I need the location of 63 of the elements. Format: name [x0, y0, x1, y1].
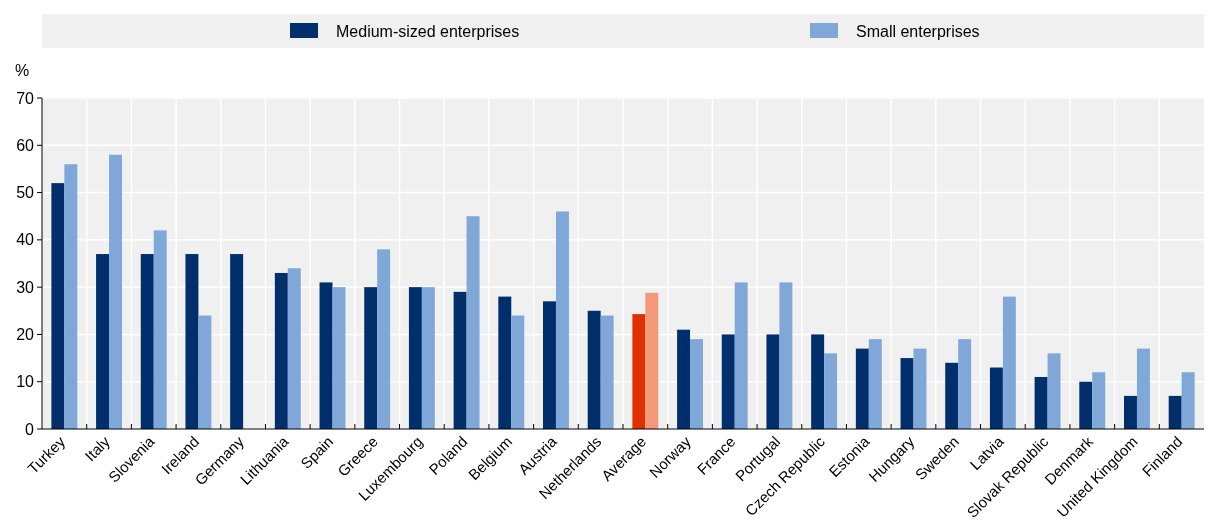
- y-tick-label: 0: [25, 420, 35, 438]
- bar: [1002, 296, 1016, 429]
- x-tick-label: Italy: [81, 432, 114, 465]
- bar: [1092, 372, 1106, 429]
- legend-label: Small enterprises: [856, 23, 980, 40]
- bar: [96, 254, 110, 429]
- bar: [1124, 395, 1137, 429]
- bar: [1136, 348, 1150, 429]
- bar: [511, 315, 525, 429]
- bar: [230, 254, 244, 429]
- bar: [1168, 395, 1182, 429]
- bar: [900, 358, 914, 429]
- y-axis-title: %: [14, 62, 30, 79]
- bar: [377, 249, 391, 429]
- bar: [64, 164, 78, 429]
- bar: [274, 272, 288, 429]
- bar: [721, 334, 735, 429]
- y-tick-label: 10: [16, 373, 35, 391]
- bar: [1181, 372, 1195, 429]
- legend-label: Medium-sized enterprises: [336, 23, 520, 40]
- bar: [766, 334, 780, 429]
- bar: [868, 339, 882, 429]
- bar: [989, 367, 1003, 429]
- bar: [332, 287, 346, 429]
- bar: [51, 183, 65, 429]
- bar: [734, 282, 748, 429]
- bar: [779, 282, 793, 429]
- bar: [1047, 353, 1061, 429]
- y-tick-label: 50: [16, 184, 35, 202]
- y-tick-label: 60: [16, 136, 35, 154]
- bar: [185, 254, 199, 429]
- bar: [555, 211, 569, 429]
- bar: [543, 301, 556, 429]
- bar: [587, 310, 601, 429]
- bar: [319, 282, 333, 429]
- bar: [645, 292, 659, 429]
- bar: [198, 315, 212, 429]
- bar: [1034, 376, 1048, 429]
- bar: [153, 230, 167, 429]
- bar: [945, 362, 959, 429]
- bar: [958, 339, 972, 429]
- bar: [824, 353, 838, 429]
- bar: [632, 314, 646, 429]
- bar: [677, 329, 691, 429]
- y-tick-label: 20: [16, 326, 35, 344]
- bar: [140, 254, 154, 429]
- bar: [1079, 381, 1093, 429]
- bar: [453, 291, 467, 429]
- bar: [364, 287, 378, 429]
- bar: [855, 348, 869, 429]
- bar: [913, 348, 927, 429]
- bar: [408, 287, 422, 429]
- bar: [600, 315, 614, 429]
- bar: [466, 216, 480, 429]
- bar: [421, 287, 435, 429]
- bar: [498, 296, 512, 429]
- y-tick-label: 70: [16, 89, 35, 107]
- y-tick-label: 40: [16, 231, 35, 249]
- bar: [109, 154, 122, 429]
- bar: [811, 334, 825, 429]
- y-tick-label: 30: [16, 278, 35, 296]
- bar: [690, 339, 703, 429]
- bar: [287, 268, 301, 429]
